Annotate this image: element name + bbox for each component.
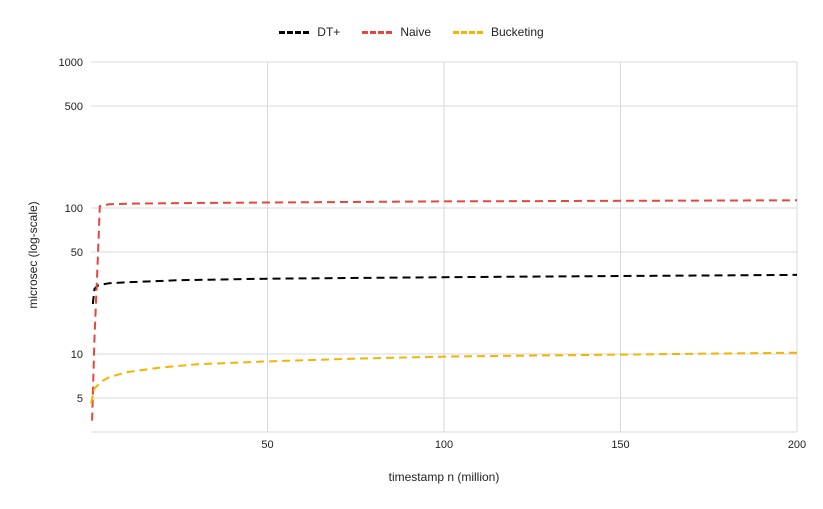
x-axis-title: timestamp n (million): [389, 470, 500, 484]
chart-legend: DT+ Naive Bucketing: [0, 22, 823, 42]
grid-lines: [91, 61, 798, 433]
legend-swatch-naive: [362, 30, 393, 34]
legend-swatch-bucketing: [453, 30, 483, 34]
axis-ticks: 5 10 50 100 500 1000 50 100 150 200: [59, 57, 807, 451]
y-tick-label: 500: [65, 101, 83, 113]
y-tick-label: 10: [71, 349, 83, 361]
x-tick-label: 50: [261, 439, 273, 451]
legend-item-dt[interactable]: DT+: [279, 25, 340, 39]
legend-item-bucketing[interactable]: Bucketing: [453, 25, 544, 39]
x-tick-label: 100: [435, 439, 453, 451]
y-tick-label: 5: [77, 393, 83, 405]
y-tick-label: 100: [65, 203, 83, 215]
x-tick-label: 200: [788, 439, 806, 451]
legend-label-bucketing: Bucketing: [491, 25, 544, 39]
y-axis-title: microsec (log-scale): [26, 201, 40, 308]
legend-label-naive: Naive: [400, 25, 431, 39]
legend-swatch-dt: [279, 30, 310, 34]
legend-label-dt: DT+: [317, 25, 341, 39]
series-line-dt: [91, 273, 798, 305]
series-lines: [90, 199, 798, 421]
series-line-bucketing: [90, 351, 798, 404]
y-tick-label: 1000: [59, 57, 83, 69]
x-tick-label: 150: [611, 439, 629, 451]
legend-item-naive[interactable]: Naive: [362, 25, 431, 39]
y-tick-label: 50: [71, 247, 83, 259]
series-line-naive: [91, 199, 798, 421]
